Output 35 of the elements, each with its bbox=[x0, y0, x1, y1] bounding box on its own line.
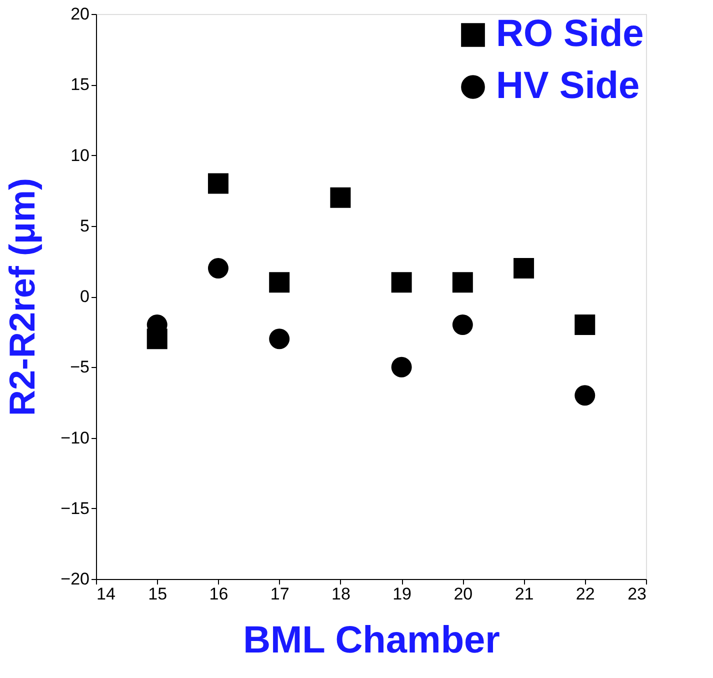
y-axis-title: R2-R2ref (μm) bbox=[2, 178, 43, 416]
x-tick-label: 14 bbox=[96, 584, 116, 604]
point bbox=[208, 258, 228, 278]
x-tick-label: 18 bbox=[331, 584, 350, 604]
point bbox=[208, 173, 228, 194]
x-tick-label: 17 bbox=[270, 584, 290, 604]
point bbox=[391, 272, 412, 293]
legend-label: HV Side bbox=[496, 65, 640, 107]
y-tick-label: 20 bbox=[70, 4, 90, 24]
x-axis-title: BML Chamber bbox=[243, 620, 500, 662]
y-tick-label: 10 bbox=[70, 146, 90, 165]
point bbox=[574, 314, 596, 335]
point bbox=[514, 258, 534, 278]
x-tick-label: 23 bbox=[628, 584, 646, 604]
y-tick-label: 5 bbox=[80, 216, 90, 236]
point bbox=[269, 328, 290, 350]
x-tick-label: 19 bbox=[392, 584, 412, 604]
y-tick-label: −20 bbox=[60, 570, 90, 588]
point bbox=[330, 187, 351, 208]
legend-label: RO Side bbox=[496, 13, 644, 55]
x-tick-label: 21 bbox=[514, 584, 534, 604]
x-tick-label: 16 bbox=[209, 584, 228, 604]
point bbox=[269, 272, 290, 293]
x-tick-label: 15 bbox=[148, 584, 168, 604]
y-tick-label: −15 bbox=[60, 498, 90, 518]
point bbox=[574, 385, 596, 406]
x-tick-label: 22 bbox=[576, 584, 595, 604]
y-tick-label: 0 bbox=[80, 287, 90, 306]
y-tick-label: 15 bbox=[70, 75, 90, 94]
point bbox=[452, 272, 473, 293]
y-tick-label: −10 bbox=[60, 428, 90, 448]
y-tick-label: −5 bbox=[70, 358, 90, 377]
x-tick-label: 20 bbox=[454, 584, 473, 604]
point bbox=[391, 356, 412, 378]
point bbox=[452, 314, 473, 335]
